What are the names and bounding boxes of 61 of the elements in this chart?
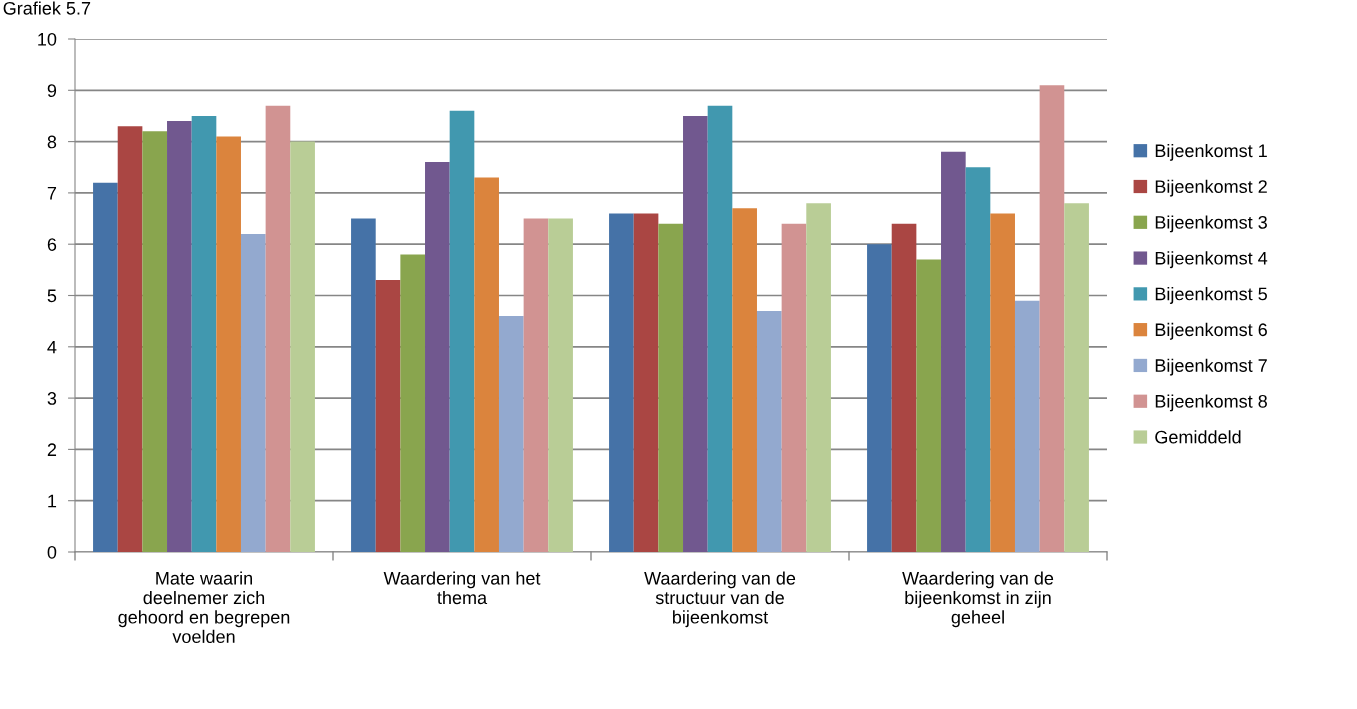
x-tick-label: Waardering van de bijeenkomst in zijn geheel: [902, 571, 1054, 628]
bar: [400, 254, 426, 552]
bar: [93, 182, 118, 552]
y-tick-label: 9: [47, 84, 57, 98]
bar: [1064, 203, 1089, 552]
bar: [216, 136, 241, 552]
y-tick-label: 8: [47, 135, 57, 149]
bar: [732, 208, 757, 552]
bar: [523, 218, 549, 552]
y-tick-label: 2: [47, 443, 57, 456]
bar: [707, 105, 733, 552]
bar: [498, 316, 524, 552]
bar: [167, 121, 192, 552]
y-tick-label: 7: [47, 187, 57, 200]
bar: [891, 223, 917, 552]
bar: [756, 310, 782, 552]
bar: [965, 167, 991, 552]
bar: [990, 213, 1015, 552]
bar: [1039, 85, 1065, 552]
bar: [449, 110, 475, 552]
legend-label: Bijeenkomst 8: [1155, 394, 1267, 412]
bar: [375, 280, 401, 552]
bar: [916, 259, 942, 552]
bar: [683, 115, 708, 552]
bar: [1014, 300, 1040, 552]
bar: [633, 213, 659, 552]
y-tick-label: 3: [47, 392, 57, 405]
legend-label: Bijeenkomst 5: [1155, 287, 1267, 304]
y-tick-label: 4: [47, 340, 57, 354]
y-tick-label: 0: [47, 545, 57, 559]
bar: [867, 244, 892, 552]
bar: [117, 126, 143, 552]
bar: [240, 233, 266, 552]
legend-label: Bijeenkomst 2: [1155, 179, 1267, 197]
y-tick-label: 10: [38, 32, 57, 46]
x-tick-label: Waardering van de structuur van de bijeenkomst: [644, 571, 796, 628]
bar: [806, 203, 831, 552]
legend-label: Bijeenkomst 3: [1155, 215, 1267, 233]
bar: [425, 162, 450, 552]
y-tick-label: 6: [47, 238, 57, 251]
bar: [609, 213, 634, 552]
bar: [290, 141, 315, 552]
y-tick-label: 5: [47, 289, 57, 303]
chart-title: Grafiek 5.7: [3, 1, 91, 15]
y-tick-label: 1: [48, 494, 57, 508]
bar: [658, 223, 684, 552]
x-tick-label: Waardering van het thema: [383, 571, 541, 605]
bar: [781, 223, 807, 552]
x-tick-label: Mate waarin deelnemer zich gehoord en begrepen voelden: [118, 571, 290, 644]
legend-label: Bijeenkomst 1: [1155, 143, 1267, 161]
bar: [142, 131, 168, 552]
legend-label: Bijeenkomst 6: [1155, 322, 1267, 340]
legend-label: Gemiddeld: [1155, 430, 1241, 444]
bar: [265, 105, 291, 552]
bar: [191, 115, 217, 552]
bar: [474, 177, 499, 552]
bar: [351, 218, 376, 552]
legend-label: Bijeenkomst 4: [1155, 251, 1268, 269]
legend-label: Bijeenkomst 7: [1155, 358, 1267, 376]
bar: [548, 218, 573, 552]
bar: [941, 151, 966, 552]
